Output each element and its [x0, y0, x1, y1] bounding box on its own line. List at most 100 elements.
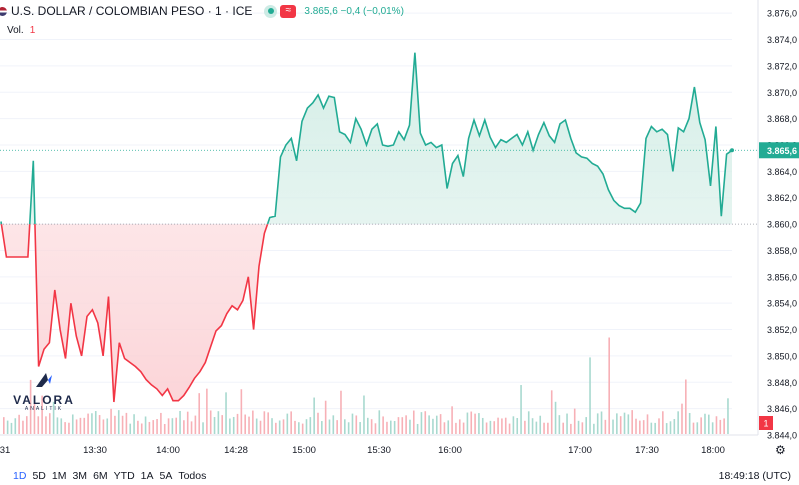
- volume-bar: [497, 417, 499, 434]
- flag-icon: [0, 6, 7, 16]
- timeframe-1m[interactable]: 1M: [51, 469, 67, 482]
- volume-bar: [355, 415, 358, 434]
- price-quote: 3.865,6 −0,4 (−0,01%): [304, 5, 404, 17]
- volume-bar: [447, 420, 450, 434]
- volume-bar: [466, 412, 469, 434]
- timeframe-1d[interactable]: 1D: [13, 469, 27, 482]
- volume-bar: [585, 417, 587, 434]
- volume-bar: [451, 406, 453, 434]
- volume-bar: [593, 423, 595, 434]
- price-tick-label: 3.856,0: [767, 272, 797, 282]
- volume-bar: [600, 411, 603, 434]
- volume-bar: [401, 417, 404, 434]
- volume-bar: [194, 415, 197, 434]
- valora-logo: VALORA ANALITIK: [10, 372, 78, 412]
- volume-bar: [393, 420, 396, 434]
- volume-bar: [489, 420, 492, 434]
- volume-bar: [98, 415, 101, 434]
- volume-bar: [527, 411, 530, 434]
- volume-bar: [662, 411, 664, 434]
- price-tick-label: 3.844,0: [767, 431, 797, 441]
- volume-bar: [547, 422, 549, 434]
- volume-bars: [3, 337, 729, 434]
- volume-bar: [378, 410, 381, 434]
- volume-bar: [416, 423, 419, 434]
- volume-bar: [470, 411, 473, 434]
- volume-bar: [386, 421, 388, 434]
- volume-bar: [236, 413, 239, 434]
- last-point: [730, 148, 734, 153]
- volume-bar: [535, 421, 538, 434]
- volume-bar: [259, 420, 262, 434]
- volume-bar: [301, 423, 304, 434]
- volume-bar: [240, 389, 243, 434]
- volume-bar: [33, 403, 36, 434]
- volume-bar: [91, 413, 93, 434]
- volume-bar: [94, 411, 97, 434]
- volume-bar: [6, 420, 9, 434]
- timeframe-6m[interactable]: 6M: [93, 469, 108, 482]
- logo-mark-icon: [36, 373, 52, 387]
- volume-bar: [424, 411, 427, 434]
- timeframe-bar: 1D 5D 1M 3M 6M YTD 1A 5A Todos 18:49:18 …: [0, 466, 799, 485]
- volume-bar: [79, 417, 82, 434]
- volume-bar: [255, 418, 258, 434]
- timeframe-todos[interactable]: Todos: [178, 469, 207, 482]
- volume-bar: [129, 423, 132, 434]
- volume-bar: [700, 417, 702, 434]
- timeframe-ytd[interactable]: YTD: [113, 469, 135, 482]
- volume-bar: [225, 392, 227, 434]
- settings-gear-icon[interactable]: ⚙: [775, 443, 786, 457]
- volume-bar: [137, 420, 139, 434]
- volume-bar: [252, 410, 254, 434]
- volume-badge-label: 1: [763, 419, 768, 429]
- volume-bar: [286, 413, 289, 434]
- timeframe-5d[interactable]: 5D: [32, 469, 46, 482]
- volume-bar: [596, 413, 599, 434]
- volume-bar: [114, 415, 116, 434]
- volume-bar: [516, 417, 519, 434]
- volume-badge: [759, 416, 773, 430]
- volume-bar: [412, 410, 415, 434]
- volume-bar: [619, 416, 622, 434]
- volume-bar: [206, 388, 208, 434]
- market-status-icon[interactable]: [264, 4, 278, 18]
- volume-label: Vol.: [7, 25, 24, 36]
- symbol-title: U.S. DOLLAR / COLOMBIAN PESO · 1 · ICE: [11, 4, 253, 18]
- volume-bar: [696, 422, 699, 434]
- volume-bar: [321, 421, 323, 434]
- down-area: [1, 224, 732, 402]
- volume-value: 1: [29, 25, 36, 36]
- timeframe-3m[interactable]: 3M: [72, 469, 88, 482]
- volume-bar: [68, 422, 70, 434]
- wave-icon[interactable]: ≈: [280, 4, 297, 18]
- volume-bar: [524, 420, 526, 434]
- volume-bar: [45, 416, 47, 434]
- volume-bar: [290, 411, 292, 434]
- volume-bar: [351, 413, 354, 434]
- volume-bar: [719, 419, 722, 434]
- volume-bar: [217, 411, 220, 434]
- volume-bar: [616, 413, 618, 434]
- volume-bar: [163, 423, 166, 434]
- volume-bar: [282, 419, 285, 434]
- volume-bar: [232, 416, 235, 434]
- timeframe-1a[interactable]: 1A: [140, 469, 154, 482]
- volume-bar: [367, 417, 369, 434]
- volume-bar: [650, 422, 653, 434]
- price-tick-label: 3.852,0: [767, 325, 797, 335]
- price-tick-label: 3.868,0: [767, 114, 797, 124]
- volume-bar: [344, 419, 346, 434]
- volume-bar: [71, 414, 74, 434]
- volume-bar: [56, 417, 59, 434]
- logo-name: VALORA: [13, 393, 75, 407]
- volume-bar: [278, 420, 281, 434]
- price-tick-label: 3.872,0: [767, 61, 797, 71]
- volume-bar: [711, 422, 714, 434]
- volume-bar: [654, 422, 656, 434]
- volume-bar: [336, 420, 338, 434]
- price-line: [0, 52, 758, 403]
- volume-bar: [83, 417, 86, 434]
- timeframe-5a[interactable]: 5A: [159, 469, 173, 482]
